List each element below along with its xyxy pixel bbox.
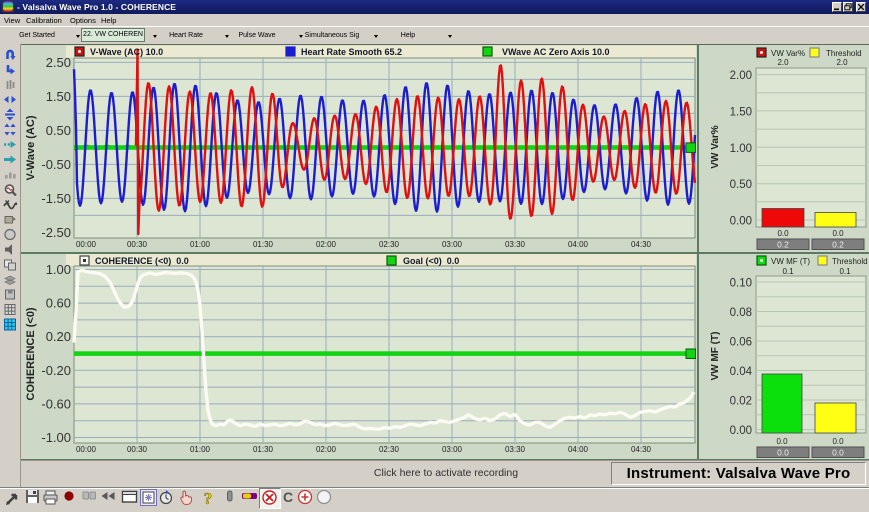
- svg-text:2.0: 2.0: [777, 58, 789, 67]
- svg-text:03:30: 03:30: [505, 445, 526, 454]
- svg-text:V-Wave (AC): V-Wave (AC): [25, 115, 37, 180]
- svg-text:-1.50: -1.50: [41, 191, 71, 206]
- svg-text:01:00: 01:00: [190, 240, 211, 249]
- svg-text:0.2: 0.2: [832, 240, 844, 250]
- svg-text:Goal (<0) 0.0: Goal (<0) 0.0: [403, 256, 459, 266]
- svg-text:00:00: 00:00: [76, 445, 97, 454]
- svg-text:VW Var%: VW Var%: [771, 49, 805, 58]
- svg-text:04:00: 04:00: [568, 240, 589, 249]
- svg-text:0.0: 0.0: [777, 448, 789, 458]
- svg-text:0.08: 0.08: [730, 307, 752, 319]
- svg-text:?: ?: [204, 489, 213, 507]
- svg-text:0.1: 0.1: [782, 267, 794, 276]
- svg-text:0.60: 0.60: [46, 296, 71, 311]
- svg-text:1.00: 1.00: [730, 143, 752, 155]
- svg-text:01:30: 01:30: [253, 445, 274, 454]
- svg-text:1.50: 1.50: [730, 106, 752, 118]
- svg-text:04:00: 04:00: [568, 445, 589, 454]
- svg-text:02:00: 02:00: [316, 240, 337, 249]
- svg-text:V-Wave (AC) 10.0: V-Wave (AC) 10.0: [90, 47, 163, 57]
- svg-text:01:00: 01:00: [190, 445, 211, 454]
- svg-text:04:30: 04:30: [631, 240, 652, 249]
- svg-text:0.00: 0.00: [730, 216, 752, 228]
- svg-text:00:30: 00:30: [127, 445, 148, 454]
- svg-text:COHERENCE (<0): COHERENCE (<0): [25, 307, 37, 401]
- svg-text:VW MF (T): VW MF (T): [710, 332, 721, 381]
- svg-text:0.1: 0.1: [839, 267, 851, 276]
- svg-text:0.20: 0.20: [46, 329, 71, 344]
- svg-text:02:00: 02:00: [316, 445, 337, 454]
- svg-text:Heart Rate Smooth 65.2: Heart Rate Smooth 65.2: [301, 47, 402, 57]
- svg-text:02:30: 02:30: [379, 240, 400, 249]
- svg-text:0.06: 0.06: [730, 337, 752, 349]
- svg-text:-0.50: -0.50: [41, 157, 71, 172]
- svg-text:VW MF (T): VW MF (T): [771, 257, 810, 266]
- svg-text:0.0: 0.0: [832, 229, 844, 238]
- svg-text:-2.50: -2.50: [41, 225, 71, 240]
- svg-text:Threshold: Threshold: [832, 257, 868, 266]
- svg-text:0.10: 0.10: [730, 278, 752, 290]
- svg-text:0.00: 0.00: [730, 425, 752, 437]
- svg-text:2.00: 2.00: [730, 70, 752, 82]
- svg-text:0.04: 0.04: [730, 366, 753, 378]
- svg-text:2.50: 2.50: [46, 55, 71, 70]
- svg-text:1.00: 1.00: [46, 262, 71, 277]
- svg-text:03:00: 03:00: [442, 445, 463, 454]
- svg-text:0.0: 0.0: [777, 229, 789, 238]
- svg-text:0.0: 0.0: [776, 437, 788, 446]
- svg-text:0.50: 0.50: [730, 179, 752, 191]
- svg-text:02:30: 02:30: [379, 445, 400, 454]
- svg-text:03:30: 03:30: [505, 240, 526, 249]
- svg-text:C: C: [283, 489, 293, 505]
- svg-text:COHERENCE (<0) 0.0: COHERENCE (<0) 0.0: [95, 256, 189, 266]
- svg-text:0.2: 0.2: [777, 240, 789, 250]
- svg-text:2.0: 2.0: [836, 58, 848, 67]
- svg-text:-1.00: -1.00: [41, 430, 71, 445]
- svg-text:0.50: 0.50: [46, 123, 71, 138]
- svg-text:04:30: 04:30: [631, 445, 652, 454]
- svg-text:00:00: 00:00: [76, 240, 97, 249]
- svg-text:-0.60: -0.60: [41, 396, 71, 411]
- svg-text:0.0: 0.0: [832, 448, 844, 458]
- svg-text:VW Var%: VW Var%: [710, 125, 721, 168]
- svg-text:01:30: 01:30: [253, 240, 274, 249]
- svg-text:-0.20: -0.20: [41, 363, 71, 378]
- svg-text:0.02: 0.02: [730, 396, 752, 408]
- svg-text:0.0: 0.0: [832, 437, 844, 446]
- svg-text:03:00: 03:00: [442, 240, 463, 249]
- svg-text:VWave AC Zero Axis 10.0: VWave AC Zero Axis 10.0: [502, 47, 610, 57]
- svg-text:Threshold: Threshold: [826, 49, 862, 58]
- svg-text:00:30: 00:30: [127, 240, 148, 249]
- svg-text:1.50: 1.50: [46, 89, 71, 104]
